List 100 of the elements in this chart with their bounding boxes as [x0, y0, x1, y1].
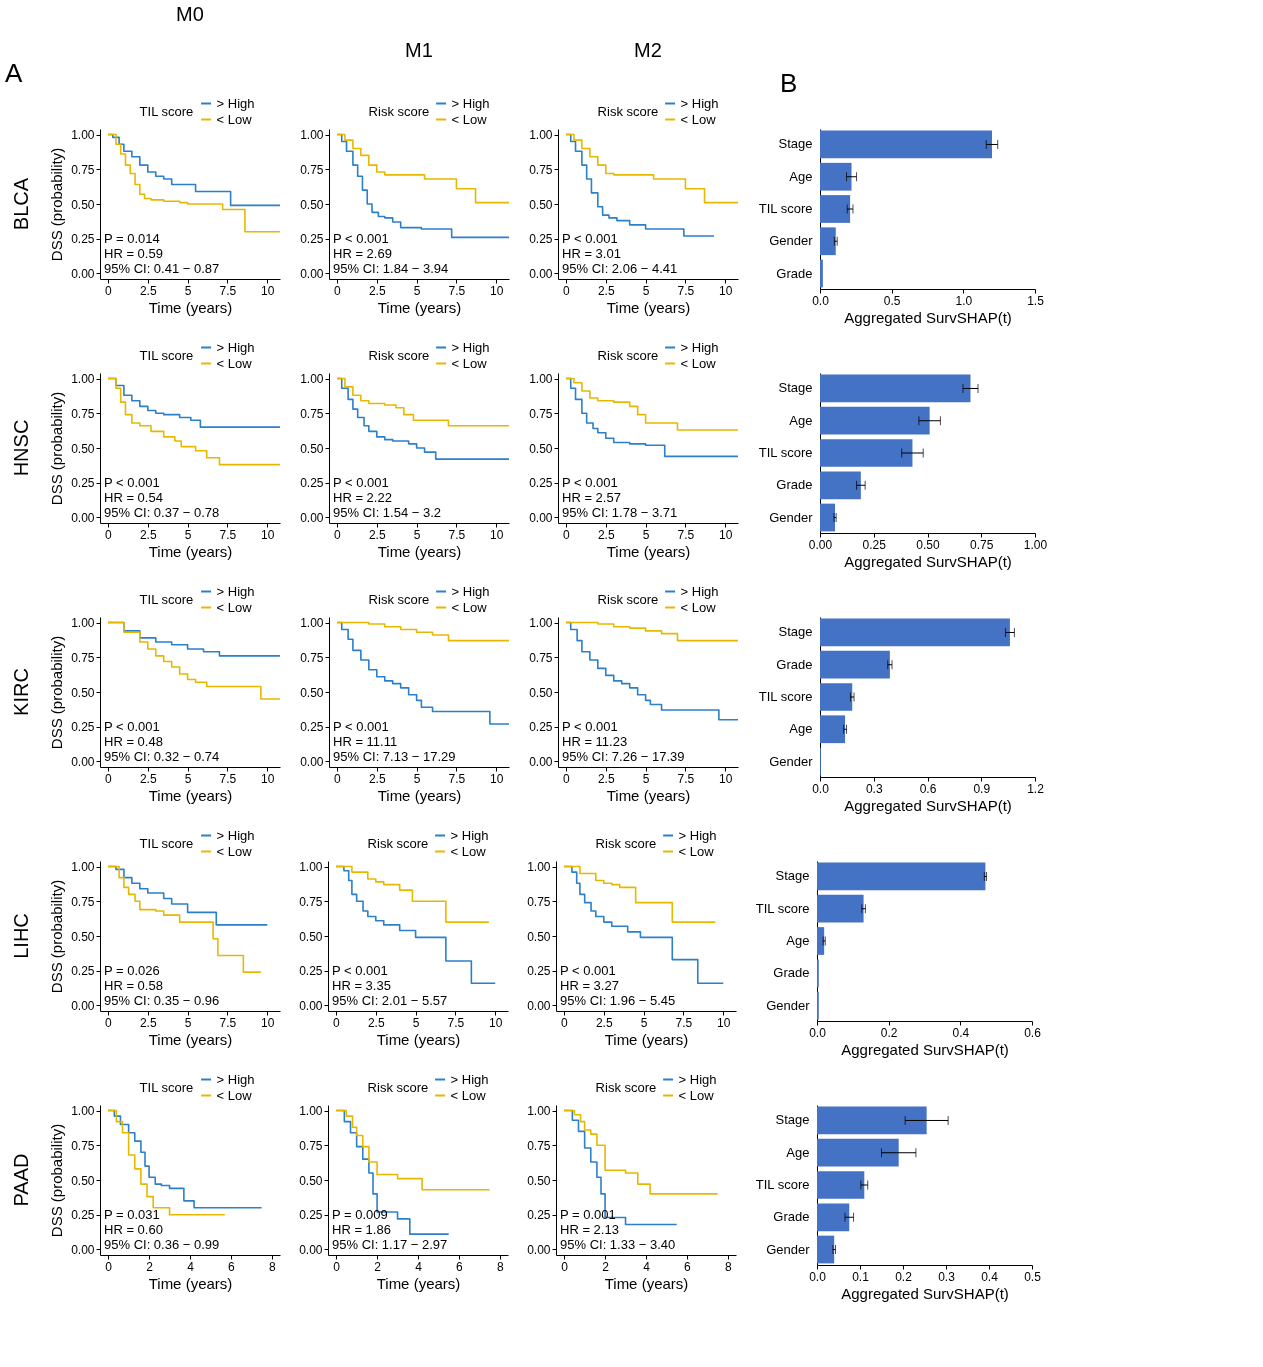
x-tick-label: 10 — [719, 527, 733, 542]
x-tick-label: 0.75 — [970, 537, 994, 552]
x-tick-label: 0 — [105, 1259, 113, 1274]
y-tick-label: Grade — [776, 656, 813, 672]
bar — [820, 259, 823, 288]
x-tick-label: 2.5 — [368, 283, 386, 298]
y-tick-label: 1.00 — [71, 128, 95, 143]
bar — [820, 650, 890, 679]
annotation: P < 0.001 — [560, 963, 616, 978]
y-tick-label: 1.00 — [71, 616, 95, 631]
annotation: HR = 3.35 — [332, 978, 391, 993]
y-tick-label: 0.25 — [529, 476, 553, 491]
legend-label: < Low — [216, 355, 253, 371]
annotation: 95% CI: 0.35 − 0.96 — [104, 993, 220, 1008]
bar — [817, 1106, 927, 1135]
x-tick-label: 10 — [261, 527, 275, 542]
y-tick-label: 0.00 — [71, 754, 95, 769]
x-tick-label: 7.5 — [447, 1015, 465, 1030]
x-tick-label: 5 — [413, 283, 421, 298]
bar — [817, 894, 864, 923]
legend-title: TIL score — [139, 836, 194, 851]
y-tick-label: 0.25 — [71, 720, 95, 735]
y-tick-label: 1.00 — [299, 1104, 323, 1119]
x-tick-label: 7.5 — [675, 1015, 693, 1030]
bar — [817, 1203, 850, 1232]
x-tick-label: 0.0 — [809, 1025, 827, 1040]
y-tick-label: 1.00 — [71, 860, 95, 875]
y-tick-label: 0.50 — [300, 441, 324, 456]
x-tick-label: 5 — [412, 1015, 420, 1030]
x-tick-label: 10 — [490, 771, 504, 786]
legend-label: < Low — [680, 355, 717, 371]
annotation: 95% CI: 1.17 − 2.97 — [332, 1237, 448, 1252]
y-tick-label: 1.00 — [527, 860, 551, 875]
bar — [820, 374, 971, 403]
x-tick-label: 0.50 — [916, 537, 940, 552]
x-tick-label: 0.2 — [895, 1269, 913, 1284]
annotation: HR = 2.57 — [562, 490, 621, 505]
bar — [817, 927, 825, 955]
x-tick-label: 2.5 — [597, 283, 615, 298]
y-tick-label: 0.25 — [527, 964, 551, 979]
annotation: 95% CI: 7.26 − 17.39 — [562, 749, 685, 764]
annotation: HR = 3.01 — [562, 246, 621, 261]
y-tick-label: 0.00 — [529, 266, 553, 281]
x-tick-label: 0 — [333, 1259, 341, 1274]
x-tick-label: 0.00 — [808, 537, 833, 552]
x-axis-title: Time (years) — [377, 542, 462, 560]
x-tick-label: 10 — [719, 771, 733, 786]
legend-label: > High — [216, 827, 255, 843]
y-tick-label: 0.25 — [71, 476, 95, 491]
text: KIRC — [10, 668, 32, 716]
x-tick-label: 5 — [413, 527, 421, 542]
annotation: P < 0.001 — [562, 231, 618, 246]
bar — [817, 1235, 835, 1264]
y-tick-label: 0.00 — [529, 754, 553, 769]
y-tick-label: Stage — [775, 1112, 810, 1128]
y-tick-label: 0.00 — [299, 998, 323, 1013]
legend-title: Risk score — [368, 348, 430, 363]
x-axis-title: Time (years) — [606, 542, 691, 560]
y-tick-label: 0.25 — [527, 1208, 551, 1223]
legend-label: < Low — [450, 843, 487, 859]
annotation: P = 0.014 — [104, 231, 160, 246]
x-axis-title: Time (years) — [606, 298, 691, 316]
annotation: 95% CI: 0.36 − 0.99 — [104, 1237, 220, 1252]
y-tick-label: 0.00 — [529, 510, 553, 525]
x-tick-label: 0 — [563, 283, 571, 298]
x-tick-label: 2.5 — [139, 527, 157, 542]
x-tick-label: 5 — [184, 771, 192, 786]
y-tick-label: 1.00 — [300, 616, 324, 631]
y-tick-label: Age — [786, 1144, 810, 1160]
legend-label: < Low — [451, 111, 488, 127]
x-tick-label: 0.0 — [812, 781, 830, 796]
x-tick-label: 5 — [640, 1015, 648, 1030]
legend-label: < Low — [216, 1087, 253, 1103]
y-tick-label: TIL score — [755, 1177, 810, 1192]
x-tick-label: 0 — [563, 771, 571, 786]
y-tick-label: 0.75 — [299, 1138, 323, 1153]
annotation: P = 0.026 — [104, 963, 160, 978]
y-tick-label: TIL score — [755, 900, 810, 916]
legend-title: TIL score — [139, 592, 194, 607]
bar — [820, 195, 851, 223]
x-axis-title: Time (years) — [148, 542, 233, 560]
annotation: 95% CI: 1.96 − 5.45 — [560, 993, 676, 1008]
y-tick-label: 0.50 — [299, 1173, 323, 1188]
y-tick-label: 0.00 — [300, 510, 324, 525]
x-tick-label: 0.6 — [919, 781, 937, 796]
y-tick-label: 0.25 — [300, 720, 324, 735]
x-tick-label: 5 — [184, 1015, 192, 1030]
legend-title: Risk score — [367, 1080, 429, 1095]
y-tick-label: 1.00 — [527, 1104, 551, 1119]
y-tick-label: 0.50 — [300, 197, 324, 212]
y-tick-label: 0.50 — [71, 197, 95, 212]
x-axis-title: Time (years) — [148, 1274, 233, 1292]
x-tick-label: 0.3 — [938, 1269, 956, 1284]
x-axis-title: Aggregated SurvSHAP(t) — [841, 1284, 1009, 1302]
x-tick-label: 0 — [334, 771, 342, 786]
x-tick-label: 5 — [184, 527, 192, 542]
annotation: 95% CI: 7.13 − 17.29 — [333, 749, 456, 764]
annotation: 95% CI: 1.33 − 3.40 — [560, 1237, 676, 1252]
y-tick-label: 0.75 — [529, 406, 553, 421]
annotation: P < 0.001 — [104, 719, 160, 734]
